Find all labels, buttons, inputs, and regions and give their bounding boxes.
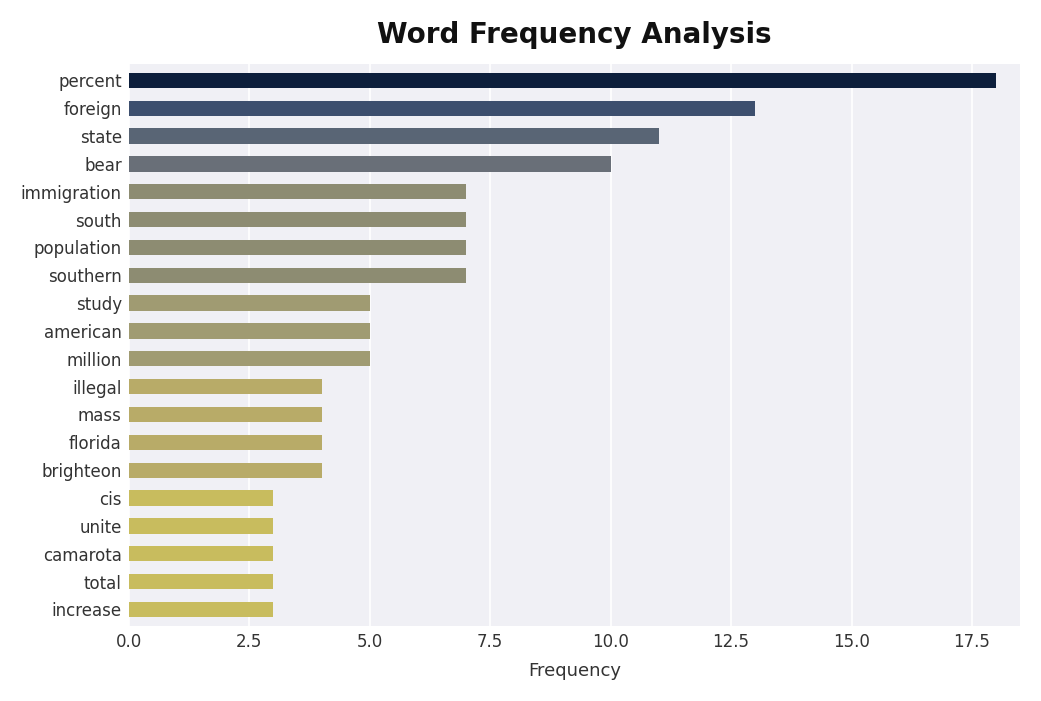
Title: Word Frequency Analysis: Word Frequency Analysis xyxy=(377,21,771,49)
Bar xyxy=(129,184,466,199)
Bar xyxy=(129,212,466,227)
Bar xyxy=(129,100,755,116)
Bar xyxy=(129,351,370,367)
Bar xyxy=(129,546,274,562)
X-axis label: Frequency: Frequency xyxy=(528,662,621,680)
Bar xyxy=(129,518,274,533)
Bar xyxy=(129,379,322,394)
Bar xyxy=(129,295,370,311)
Bar xyxy=(129,407,322,422)
Bar xyxy=(129,268,466,283)
Bar xyxy=(129,156,611,172)
Bar xyxy=(129,73,996,88)
Bar xyxy=(129,240,466,255)
Bar xyxy=(129,435,322,450)
Bar xyxy=(129,574,274,590)
Bar xyxy=(129,491,274,505)
Bar xyxy=(129,128,659,144)
Bar xyxy=(129,323,370,339)
Bar xyxy=(129,463,322,478)
Bar xyxy=(129,601,274,617)
